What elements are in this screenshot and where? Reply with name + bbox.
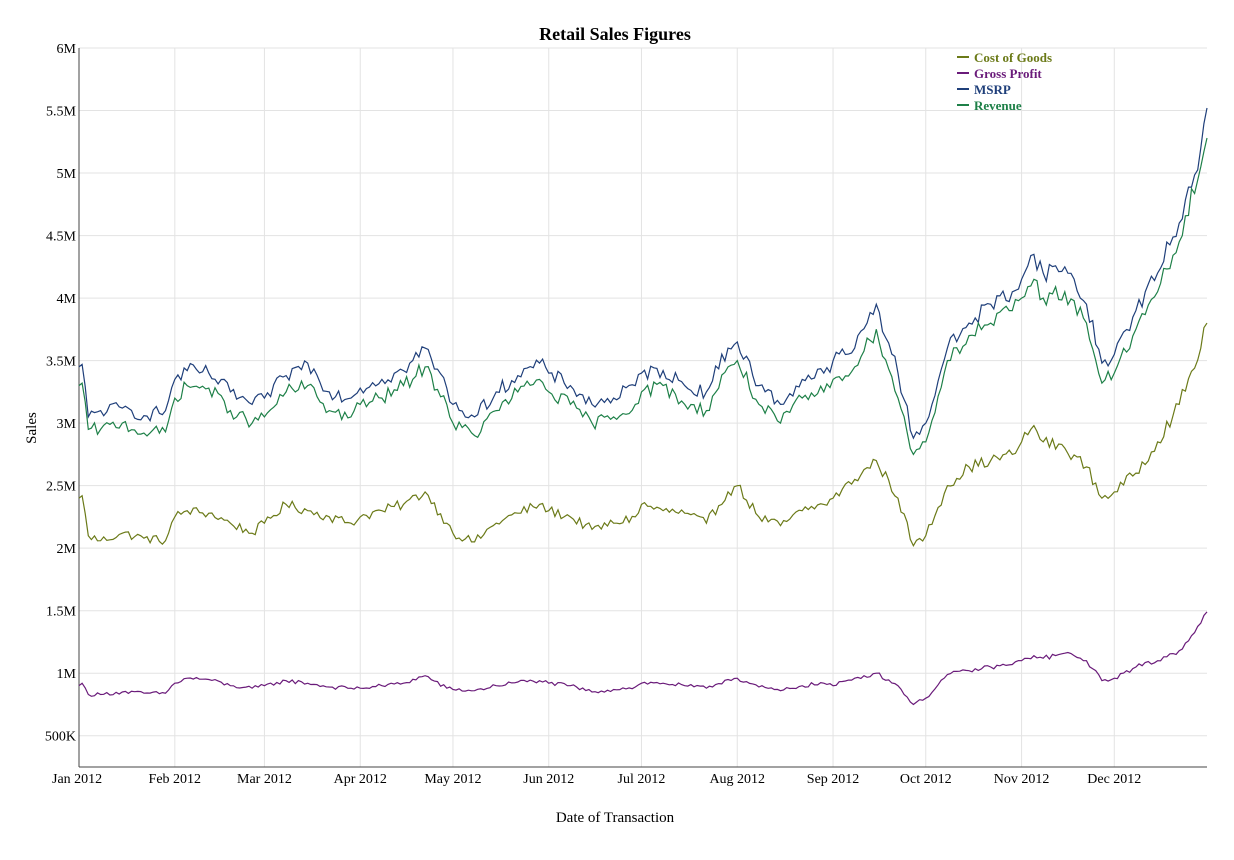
- x-tick-label: Aug 2012: [709, 772, 765, 787]
- legend-item-cost-of-goods[interactable]: Cost of Goods: [974, 50, 1052, 65]
- x-tick-label: Nov 2012: [994, 772, 1050, 787]
- y-tick-label: 5M: [57, 167, 77, 182]
- y-tick-label: 1.5M: [46, 605, 77, 620]
- chart-gridlines: [78, 47, 1207, 767]
- x-axis-ticks: Jan 2012 Feb 2012 Mar 2012 Apr 2012 May 2012…: [52, 772, 1141, 787]
- chart-title: Retail Sales Figures: [539, 24, 691, 44]
- x-tick-label: Jul 2012: [618, 772, 666, 787]
- series-line-revenue[interactable]: [78, 137, 1208, 456]
- y-tick-label: 4.5M: [46, 230, 77, 245]
- legend-item-revenue[interactable]: Revenue: [974, 98, 1022, 113]
- x-tick-label: Jan 2012: [52, 772, 102, 787]
- y-axis-ticks: 500K 1M 1.5M 2M 2.5M 3M 3.5M 4M 4.5M 5M 5.5M 6M: [45, 42, 77, 745]
- series-line-msrp[interactable]: [78, 107, 1208, 440]
- y-tick-label: 3M: [57, 417, 77, 432]
- y-axis-label: Sales: [24, 412, 40, 444]
- x-tick-label: Sep 2012: [807, 772, 860, 787]
- series-line-cost-of-goods[interactable]: [78, 322, 1208, 547]
- x-tick-label: Mar 2012: [237, 772, 292, 787]
- x-tick-label: Jun 2012: [523, 772, 574, 787]
- x-tick-label: Oct 2012: [900, 772, 952, 787]
- legend-item-msrp[interactable]: MSRP: [974, 82, 1011, 97]
- series-line-gross-profit[interactable]: [78, 611, 1208, 706]
- y-tick-label: 4M: [57, 292, 77, 307]
- x-tick-label: Feb 2012: [149, 772, 202, 787]
- x-tick-label: Apr 2012: [334, 772, 387, 787]
- y-tick-label: 5.5M: [46, 105, 77, 120]
- y-tick-label: 2.5M: [46, 480, 77, 495]
- y-tick-label: 500K: [45, 730, 76, 745]
- y-tick-label: 2M: [57, 542, 77, 557]
- y-tick-label: 3.5M: [46, 355, 77, 370]
- y-tick-label: 6M: [57, 42, 77, 57]
- x-tick-label: Dec 2012: [1087, 772, 1141, 787]
- legend-item-gross-profit[interactable]: Gross Profit: [974, 66, 1042, 81]
- x-axis-label: Date of Transaction: [556, 810, 675, 826]
- series-lines: [78, 107, 1208, 706]
- x-tick-label: May 2012: [424, 772, 481, 787]
- y-tick-label: 1M: [57, 667, 77, 682]
